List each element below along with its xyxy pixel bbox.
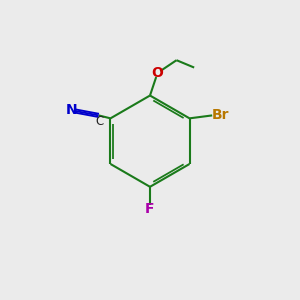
Text: Br: Br [212,108,229,122]
Text: O: O [152,66,163,80]
Text: C: C [95,116,104,128]
Text: N: N [65,103,77,116]
Text: F: F [145,202,155,217]
